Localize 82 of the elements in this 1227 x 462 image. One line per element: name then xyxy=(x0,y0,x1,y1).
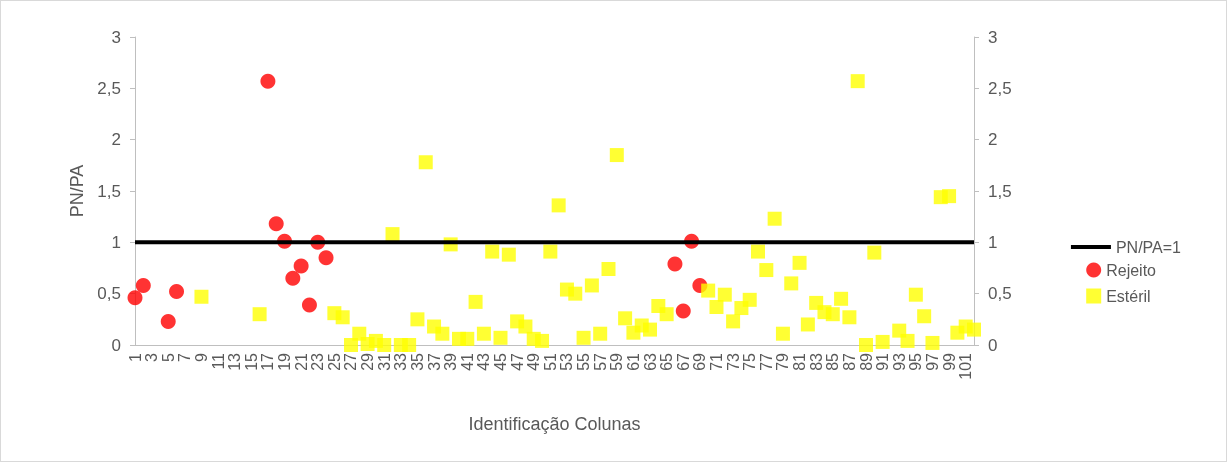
y2-tick-label: 2 xyxy=(988,130,998,150)
point xyxy=(301,297,317,313)
x-tick-label: 89 xyxy=(857,352,875,371)
x-tick-label: 71 xyxy=(707,352,725,371)
point xyxy=(260,73,276,89)
x-tick-label: 45 xyxy=(492,352,510,371)
x-tick-label: 69 xyxy=(691,352,709,371)
x-tick-label: 81 xyxy=(791,352,809,371)
x-axis-title: Identificação Colunas xyxy=(468,414,641,434)
y-tick-label: 1,5 xyxy=(97,181,121,201)
x-tick-label: 63 xyxy=(641,352,659,371)
x-tick-label: 33 xyxy=(392,352,410,371)
x-tick-label: 73 xyxy=(724,352,742,371)
y2-tick-label: 2,5 xyxy=(988,78,1012,98)
y-axis-title: PN/PA xyxy=(67,164,88,218)
x-tick-label: 57 xyxy=(591,352,609,371)
x-tick-label: 99 xyxy=(940,352,958,371)
y-tick-label: 3 xyxy=(111,27,121,47)
x-tick-label: 77 xyxy=(757,352,775,371)
y-tick-label: 0 xyxy=(111,335,121,355)
x-tick-label: 101 xyxy=(957,352,975,380)
x-tick-label: 47 xyxy=(508,352,526,371)
x-tick-label: 9 xyxy=(192,352,210,362)
x-tick-label: 61 xyxy=(624,352,642,371)
x-tick-label: 37 xyxy=(425,352,443,371)
point xyxy=(268,216,284,232)
x-tick-label: 7 xyxy=(176,352,194,362)
point xyxy=(667,256,683,272)
x-tick-label: 93 xyxy=(890,352,908,371)
y2-tick-label: 1,5 xyxy=(988,181,1012,201)
legend-label: PN/PA=1 xyxy=(1115,238,1182,256)
y-tick-label: 1 xyxy=(111,232,121,252)
x-tick-label: 1 xyxy=(126,352,144,362)
legend-label: Estéril xyxy=(1106,287,1151,305)
x-tick-label: 65 xyxy=(658,352,676,371)
y2-tick-label: 1 xyxy=(988,232,998,252)
x-tick-label: 79 xyxy=(774,352,792,371)
x-tick-label: 67 xyxy=(674,352,692,371)
x-tick-label: 27 xyxy=(342,352,360,371)
x-tick-label: 23 xyxy=(309,352,327,371)
x-tick-label: 91 xyxy=(874,352,892,371)
x-tick-label: 3 xyxy=(143,352,161,362)
point xyxy=(675,303,691,319)
point xyxy=(293,258,309,274)
x-tick-label: 59 xyxy=(608,352,626,371)
x-tick-label: 95 xyxy=(907,352,925,371)
x-tick-label: 13 xyxy=(226,352,244,371)
x-tick-label: 15 xyxy=(242,352,260,371)
point xyxy=(127,290,143,306)
x-tick-label: 49 xyxy=(525,352,543,371)
x-tick-label: 31 xyxy=(375,352,393,371)
x-tick-label: 29 xyxy=(359,352,377,371)
x-tick-label: 55 xyxy=(575,352,593,371)
point xyxy=(135,277,151,293)
x-tick-label: 5 xyxy=(159,352,177,362)
x-tick-label: 83 xyxy=(807,352,825,371)
y2-tick-label: 0,5 xyxy=(988,284,1012,304)
y2-tick-label: 0 xyxy=(988,335,998,355)
x-tick-label: 17 xyxy=(259,352,277,371)
y2-tick-label: 3 xyxy=(988,27,998,47)
x-tick-label: 19 xyxy=(276,352,294,371)
y-tick-label: 0,5 xyxy=(97,284,121,304)
y-tick-label: 2 xyxy=(111,130,121,150)
x-tick-label: 51 xyxy=(541,352,559,371)
x-tick-label: 21 xyxy=(292,352,310,371)
x-tick-label: 25 xyxy=(325,352,343,371)
x-tick-label: 75 xyxy=(741,352,759,371)
x-tick-label: 35 xyxy=(408,352,426,371)
x-tick-label: 43 xyxy=(475,352,493,371)
x-tick-label: 39 xyxy=(442,352,460,371)
point xyxy=(160,313,176,329)
x-tick-label: 87 xyxy=(840,352,858,371)
x-tick-label: 97 xyxy=(923,352,941,371)
x-tick-label: 11 xyxy=(209,352,227,370)
x-tick-label: 41 xyxy=(458,352,476,371)
point xyxy=(285,270,301,286)
x-tick-label: 85 xyxy=(824,352,842,371)
point xyxy=(169,284,185,300)
y-tick-label: 2,5 xyxy=(97,78,121,98)
point xyxy=(318,250,334,266)
x-tick-label: 53 xyxy=(558,352,576,371)
legend-label: Rejeito xyxy=(1106,261,1157,279)
